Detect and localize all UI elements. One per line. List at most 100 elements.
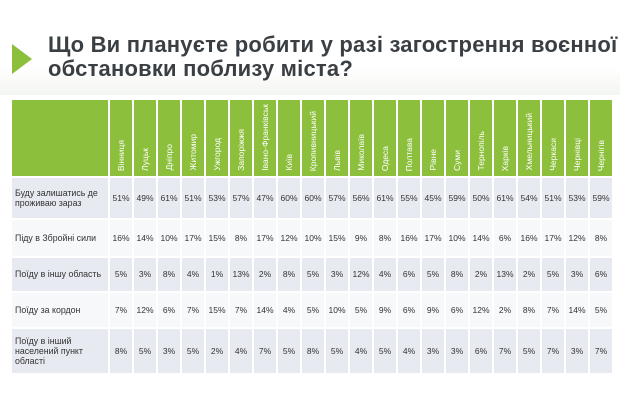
value-cell: 13%: [492, 255, 518, 293]
column-header: Київ: [276, 98, 302, 178]
column-header: Тернопіль: [468, 98, 494, 178]
value-cell: 2%: [204, 326, 230, 375]
value-cell: 5%: [420, 255, 446, 293]
value-cell: 14%: [252, 290, 278, 329]
value-cell: 5%: [108, 255, 134, 293]
value-cell: 7%: [180, 290, 206, 329]
column-header: Івано-Франківськ: [252, 98, 278, 178]
value-cell: 16%: [108, 217, 134, 258]
column-header-label: Черкаси: [547, 138, 558, 171]
column-header-label: Луцьк: [139, 147, 150, 171]
row-label: Буду залишатись де проживаю зараз: [10, 175, 110, 220]
value-cell: 55%: [396, 175, 422, 220]
value-cell: 6%: [492, 217, 518, 258]
value-cell: 17%: [540, 217, 566, 258]
table-row: Поїду за кордон 7% 12% 6% 7% 15% 7% 14% 4% 5% 10% 5…: [10, 290, 614, 329]
column-header-label: Полтава: [403, 137, 414, 171]
title-line-2: обстановки поблизу міста?: [48, 56, 353, 81]
value-cell: 5%: [348, 290, 374, 329]
table-row: Поїду в іншу область 5% 3% 8% 4% 1% 13% 2% 8% 5% 3…: [10, 255, 614, 293]
value-cell: 53%: [564, 175, 590, 220]
value-cell: 57%: [228, 175, 254, 220]
corner-cell: [10, 98, 110, 178]
value-cell: 6%: [396, 255, 422, 293]
table-row: Піду в Збройні сили 16% 14% 10% 17% 15% 8% 17% 1…: [10, 217, 614, 258]
column-header: Одеса: [372, 98, 398, 178]
value-cell: 13%: [228, 255, 254, 293]
column-header-label: Кропивницький: [307, 110, 318, 171]
value-cell: 8%: [108, 326, 134, 375]
value-cell: 8%: [444, 255, 470, 293]
value-cell: 14%: [132, 217, 158, 258]
value-cell: 8%: [588, 217, 614, 258]
value-cell: 9%: [348, 217, 374, 258]
value-cell: 17%: [180, 217, 206, 258]
value-cell: 10%: [300, 217, 326, 258]
value-cell: 5%: [300, 255, 326, 293]
column-header-label: Київ: [283, 154, 294, 171]
value-cell: 4%: [396, 326, 422, 375]
value-cell: 3%: [444, 326, 470, 375]
column-header-label: Івано-Франківськ: [259, 104, 270, 171]
value-cell: 61%: [156, 175, 182, 220]
value-cell: 5%: [324, 326, 350, 375]
value-cell: 51%: [108, 175, 134, 220]
value-cell: 12%: [348, 255, 374, 293]
column-header-label: Житомир: [187, 134, 198, 171]
value-cell: 3%: [132, 255, 158, 293]
value-cell: 56%: [348, 175, 374, 220]
value-cell: 6%: [156, 290, 182, 329]
value-cell: 8%: [300, 326, 326, 375]
value-cell: 59%: [588, 175, 614, 220]
value-cell: 51%: [540, 175, 566, 220]
value-cell: 12%: [564, 217, 590, 258]
column-header: Полтава: [396, 98, 422, 178]
column-header: Львів: [324, 98, 350, 178]
column-header: Ужгород: [204, 98, 230, 178]
value-cell: 16%: [396, 217, 422, 258]
value-cell: 2%: [252, 255, 278, 293]
value-cell: 3%: [564, 255, 590, 293]
value-cell: 5%: [132, 326, 158, 375]
column-header-label: Хмельницький: [523, 113, 534, 171]
value-cell: 57%: [324, 175, 350, 220]
survey-table: Вінниця Луцьк Дніпро Житомир Ужгород Запоріжж…: [10, 98, 614, 375]
column-header-label: Чернівці: [571, 137, 582, 171]
column-header: Кропивницький: [300, 98, 326, 178]
value-cell: 12%: [132, 290, 158, 329]
value-cell: 4%: [372, 255, 398, 293]
column-header-label: Рівне: [427, 149, 438, 171]
row-label: Поїду за кордон: [10, 290, 110, 329]
column-header: Запоріжжя: [228, 98, 254, 178]
column-header: Чернігів: [588, 98, 614, 178]
value-cell: 15%: [324, 217, 350, 258]
column-header-label: Тернопіль: [475, 131, 486, 171]
value-cell: 10%: [156, 217, 182, 258]
value-cell: 7%: [540, 290, 566, 329]
header-row: Вінниця Луцьк Дніпро Житомир Ужгород Запоріжж…: [10, 98, 614, 178]
value-cell: 51%: [180, 175, 206, 220]
column-header-label: Чернігів: [595, 139, 606, 171]
value-cell: 2%: [492, 290, 518, 329]
table-body: Буду залишатись де проживаю зараз 51% 49% 6…: [10, 175, 614, 375]
column-header-label: Запоріжжя: [235, 129, 246, 171]
value-cell: 10%: [324, 290, 350, 329]
column-header-label: Львів: [331, 149, 342, 171]
value-cell: 5%: [372, 326, 398, 375]
value-cell: 8%: [228, 217, 254, 258]
column-header-label: Ужгород: [211, 138, 222, 171]
arrow-icon: [12, 44, 32, 74]
value-cell: 5%: [180, 326, 206, 375]
column-header: Суми: [444, 98, 470, 178]
value-cell: 8%: [276, 255, 302, 293]
page-title: Що Ви плануєте робити у разі загострення…: [48, 33, 617, 81]
value-cell: 1%: [204, 255, 230, 293]
value-cell: 7%: [252, 326, 278, 375]
value-cell: 3%: [564, 326, 590, 375]
value-cell: 10%: [444, 217, 470, 258]
column-header-label: Харків: [499, 145, 510, 171]
value-cell: 5%: [540, 255, 566, 293]
value-cell: 12%: [276, 217, 302, 258]
column-header: Миколаїв: [348, 98, 374, 178]
column-header: Житомир: [180, 98, 206, 178]
